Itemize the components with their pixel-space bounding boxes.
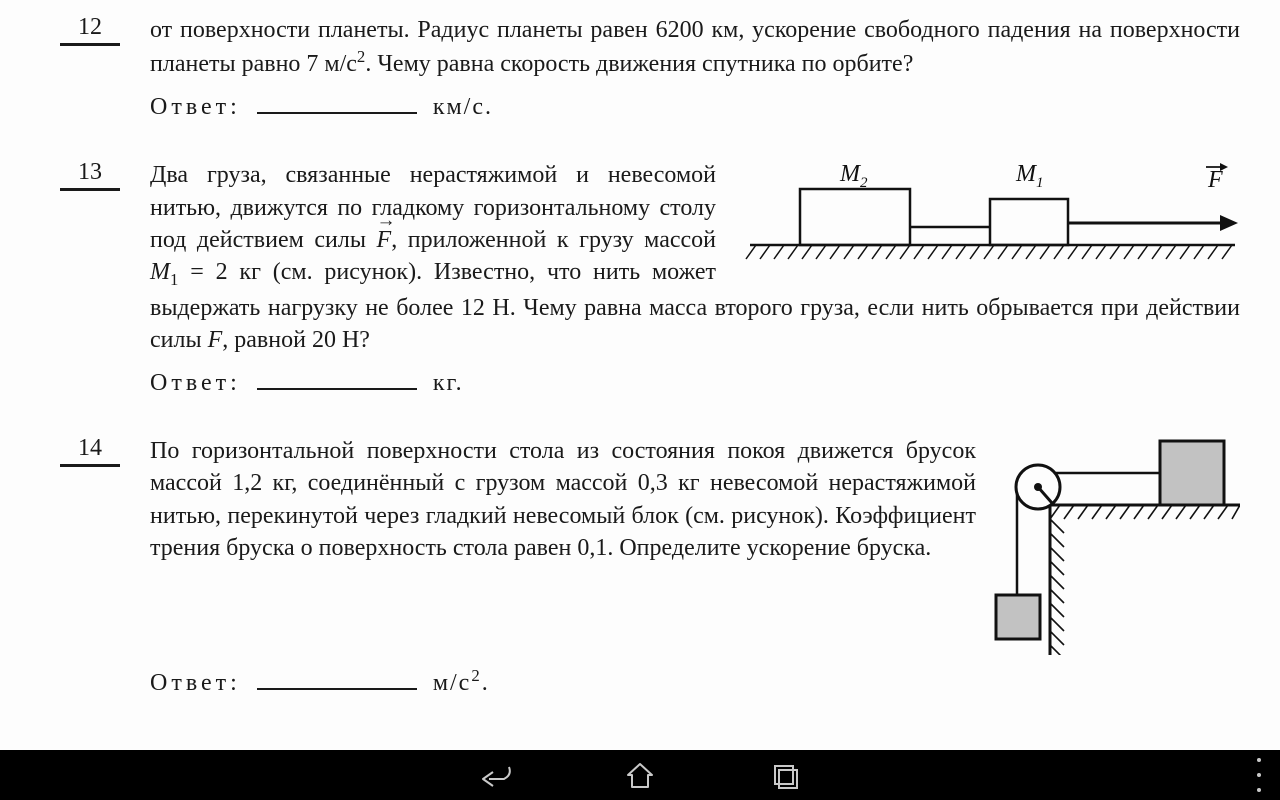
problem-number-rule bbox=[60, 464, 120, 467]
text-fragment: , приложенной к грузу массой bbox=[391, 227, 716, 253]
problem-number-col: 14 bbox=[40, 435, 150, 467]
problem-text: от поверхности планеты. Радиус планеты р… bbox=[150, 14, 1240, 123]
problem-number-rule bbox=[60, 43, 120, 46]
recent-apps-icon[interactable] bbox=[767, 760, 801, 790]
var-M: M bbox=[150, 259, 170, 285]
problem-number: 14 bbox=[60, 435, 120, 462]
overflow-icon[interactable] bbox=[1252, 758, 1266, 792]
problem-number-rule bbox=[60, 188, 120, 191]
answer-blank[interactable] bbox=[257, 667, 417, 690]
var-F: F bbox=[208, 327, 223, 353]
problem-text: По горизонтальной поверхности стола из с… bbox=[150, 435, 1240, 699]
problem-number-col: 13 bbox=[40, 159, 150, 191]
home-icon[interactable] bbox=[623, 760, 657, 790]
svg-text:M1: M1 bbox=[1015, 161, 1044, 191]
answer-row: Ответ: км/с. bbox=[150, 91, 1240, 123]
figure-pulley-table bbox=[990, 435, 1240, 655]
answer-label: Ответ: bbox=[150, 670, 241, 696]
answer-blank[interactable] bbox=[257, 367, 417, 390]
answer-blank[interactable] bbox=[257, 91, 417, 114]
problem-12: 12 от поверхности планеты. Радиус планет… bbox=[40, 14, 1240, 123]
problem-number-col: 12 bbox=[40, 14, 150, 46]
problem-13: 13 M2 M1 F bbox=[40, 159, 1240, 399]
answer-unit: км/с. bbox=[433, 94, 493, 120]
answer-unit: кг. bbox=[433, 370, 464, 396]
text-fragment: , равной 20 Н? bbox=[222, 327, 370, 353]
android-navbar bbox=[0, 750, 1280, 800]
vector-F: F bbox=[377, 224, 392, 256]
back-icon[interactable] bbox=[479, 760, 513, 790]
problem-text: M2 M1 F Два груза, связанные нерастяжи­м… bbox=[150, 159, 1240, 399]
answer-label: Ответ: bbox=[150, 94, 241, 120]
answer-label: Ответ: bbox=[150, 370, 241, 396]
problem-number: 13 bbox=[60, 159, 120, 186]
superscript: 2 bbox=[471, 666, 481, 685]
period: . bbox=[482, 670, 490, 696]
textbook-page: 12 от поверхности планеты. Радиус планет… bbox=[0, 0, 1280, 750]
answer-row: Ответ: м/с2. bbox=[150, 665, 1240, 699]
text-fragment: По горизонтальной поверхности стола из с… bbox=[150, 438, 976, 561]
problem-number: 12 bbox=[60, 14, 120, 41]
problem-14: 14 bbox=[40, 435, 1240, 699]
svg-text:M2: M2 bbox=[839, 161, 868, 191]
svg-text:F: F bbox=[1207, 167, 1223, 193]
answer-unit: м/с bbox=[433, 670, 472, 696]
figure-blocks-on-table: M2 M1 F bbox=[730, 159, 1240, 269]
answer-row: Ответ: кг. bbox=[150, 367, 1240, 399]
text-fragment: . Чему равна ско­рость движения спутника… bbox=[365, 51, 913, 77]
